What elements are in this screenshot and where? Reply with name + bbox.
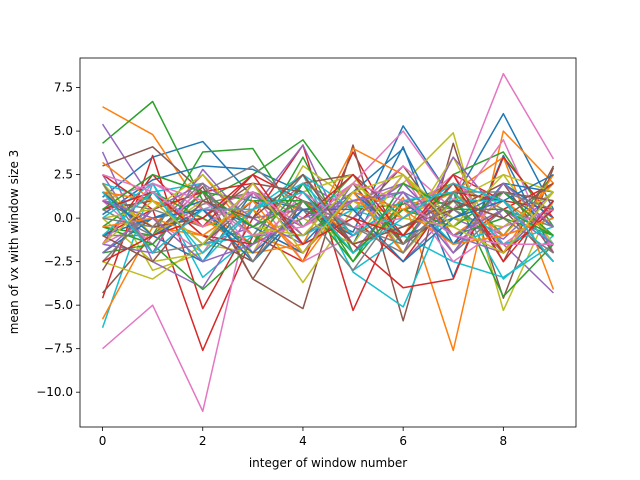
x-tick-label: 4 <box>299 434 307 448</box>
y-tick-label: −2.5 <box>44 255 73 269</box>
y-tick-label: −10.0 <box>36 385 73 399</box>
y-tick-label: 2.5 <box>54 168 73 182</box>
series-line-28 <box>102 173 555 263</box>
x-axis-label: integer of window number <box>249 456 407 470</box>
y-tick-label: 5.0 <box>54 124 73 138</box>
y-tick-label: 7.5 <box>54 81 73 95</box>
y-tick-label: 0.0 <box>54 211 73 225</box>
series-layer <box>101 72 555 413</box>
series-line-14 <box>101 144 554 289</box>
x-tick-label: 8 <box>500 434 508 448</box>
series-line-59 <box>101 182 555 263</box>
x-tick-label: 6 <box>399 434 407 448</box>
series-line-0 <box>102 112 555 233</box>
y-tick-label: −7.5 <box>44 342 73 356</box>
x-tick-label: 2 <box>199 434 207 448</box>
x-tick-label: 0 <box>99 434 107 448</box>
axes-frame <box>79 57 577 428</box>
y-axis-label: mean of vx with window size 3 <box>7 150 21 335</box>
y-tick-label: −5.0 <box>44 298 73 312</box>
y-axis-ticks: −10.0 −7.5 −5.0 −2.5 0.0 2.5 5.0 7.5 <box>36 81 80 399</box>
x-axis-ticks: 0 2 4 6 8 <box>99 427 507 448</box>
